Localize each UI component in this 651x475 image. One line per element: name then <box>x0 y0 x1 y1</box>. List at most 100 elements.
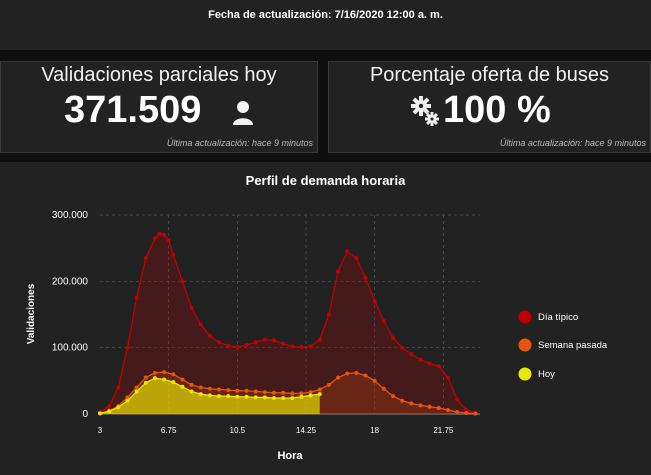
data-point <box>391 335 396 340</box>
data-point <box>143 375 148 380</box>
series-area-0 <box>100 233 476 414</box>
data-point <box>180 279 185 284</box>
x-tick-label: 21.75 <box>433 426 454 435</box>
data-point <box>157 231 162 236</box>
x-tick-label: 6.75 <box>161 426 177 435</box>
data-point <box>290 344 295 349</box>
data-point <box>143 380 148 385</box>
data-point <box>253 395 258 400</box>
data-point <box>363 276 368 281</box>
gears-icon <box>411 96 439 126</box>
data-point <box>372 378 377 383</box>
legend-label: Hoy <box>538 369 555 380</box>
data-point <box>409 401 414 406</box>
data-point <box>134 389 139 394</box>
kpi-card-buses: Porcentaje oferta de buses 100 % Última … <box>328 61 651 153</box>
data-point <box>464 408 469 413</box>
data-point <box>336 375 341 380</box>
data-point <box>207 393 212 398</box>
data-point <box>152 370 157 375</box>
data-point <box>281 396 286 401</box>
data-point <box>107 409 112 414</box>
data-point <box>299 345 304 350</box>
demand-chart-panel: Perfil de demanda horaria 0 100.000 200.00… <box>0 162 651 475</box>
demand-chart: 0 100.000 200.000 300.000 3 6.75 10.5 14.25 18 21… <box>26 210 608 462</box>
data-point <box>281 341 286 346</box>
data-point <box>244 394 249 399</box>
kpi-card-validaciones: Validaciones parciales hoy 371.509 Últim… <box>0 61 318 153</box>
data-point <box>226 388 231 393</box>
data-point <box>381 319 386 324</box>
data-point <box>98 411 102 416</box>
kpi-label: Validaciones parciales hoy <box>41 64 277 86</box>
legend-swatch <box>518 338 532 352</box>
data-point <box>354 256 359 261</box>
data-point <box>116 405 121 410</box>
data-point <box>134 385 139 390</box>
data-point <box>308 393 313 398</box>
data-point <box>180 377 185 382</box>
data-point <box>400 345 405 350</box>
x-tick-label: 3 <box>98 426 103 435</box>
data-point <box>116 385 121 390</box>
data-point <box>162 232 167 237</box>
data-point <box>235 345 240 350</box>
kpi-value: 100 % <box>443 89 551 131</box>
data-point <box>125 398 130 403</box>
data-point <box>336 269 341 274</box>
data-point <box>299 391 304 396</box>
data-point <box>262 337 267 342</box>
data-point <box>253 389 258 394</box>
kpi-footer: Última actualización: hace 9 minutos <box>166 138 313 148</box>
data-point <box>345 249 350 254</box>
data-point <box>198 385 203 390</box>
data-point <box>171 380 176 385</box>
data-point <box>262 395 267 400</box>
header-bar: Fecha de actualización: 7/16/2020 12:00 … <box>0 0 651 50</box>
data-point <box>198 392 203 397</box>
data-point <box>409 352 414 357</box>
data-point <box>162 370 167 375</box>
data-point <box>308 344 313 349</box>
data-point <box>171 372 176 377</box>
data-point <box>317 337 322 342</box>
data-point <box>290 391 295 396</box>
legend-label: Día típico <box>538 312 578 323</box>
data-point <box>125 395 130 400</box>
y-tick-label: 300.000 <box>52 210 89 221</box>
data-point <box>418 403 423 408</box>
data-point <box>354 370 359 375</box>
legend-swatch <box>518 367 532 381</box>
data-point <box>317 387 322 392</box>
data-point <box>372 299 377 304</box>
data-point <box>152 236 157 241</box>
x-axis-label: Hora <box>277 450 303 462</box>
data-point <box>271 396 276 401</box>
data-point <box>180 384 185 389</box>
data-point <box>281 390 286 395</box>
data-point <box>171 252 176 257</box>
chart-title: Perfil de demanda horaria <box>245 173 406 188</box>
data-point <box>207 333 212 338</box>
x-tick-label: 10.5 <box>230 426 246 435</box>
data-point <box>152 376 157 381</box>
data-point <box>455 397 460 402</box>
data-point <box>134 295 139 300</box>
data-point <box>217 387 222 392</box>
data-point <box>436 364 441 369</box>
update-date-title: Fecha de actualización: 7/16/2020 12:00 … <box>208 9 443 21</box>
data-point <box>217 340 222 345</box>
data-point <box>189 389 194 394</box>
data-point <box>326 312 331 317</box>
data-point <box>326 382 331 387</box>
data-point <box>427 404 432 409</box>
data-point <box>445 408 450 413</box>
y-axis-label: Validaciones <box>26 283 37 344</box>
data-point <box>299 394 304 399</box>
data-point <box>143 256 148 261</box>
data-point <box>436 406 441 411</box>
data-point <box>445 375 450 380</box>
data-point <box>189 305 194 310</box>
data-point <box>464 411 469 416</box>
data-point <box>107 404 112 409</box>
